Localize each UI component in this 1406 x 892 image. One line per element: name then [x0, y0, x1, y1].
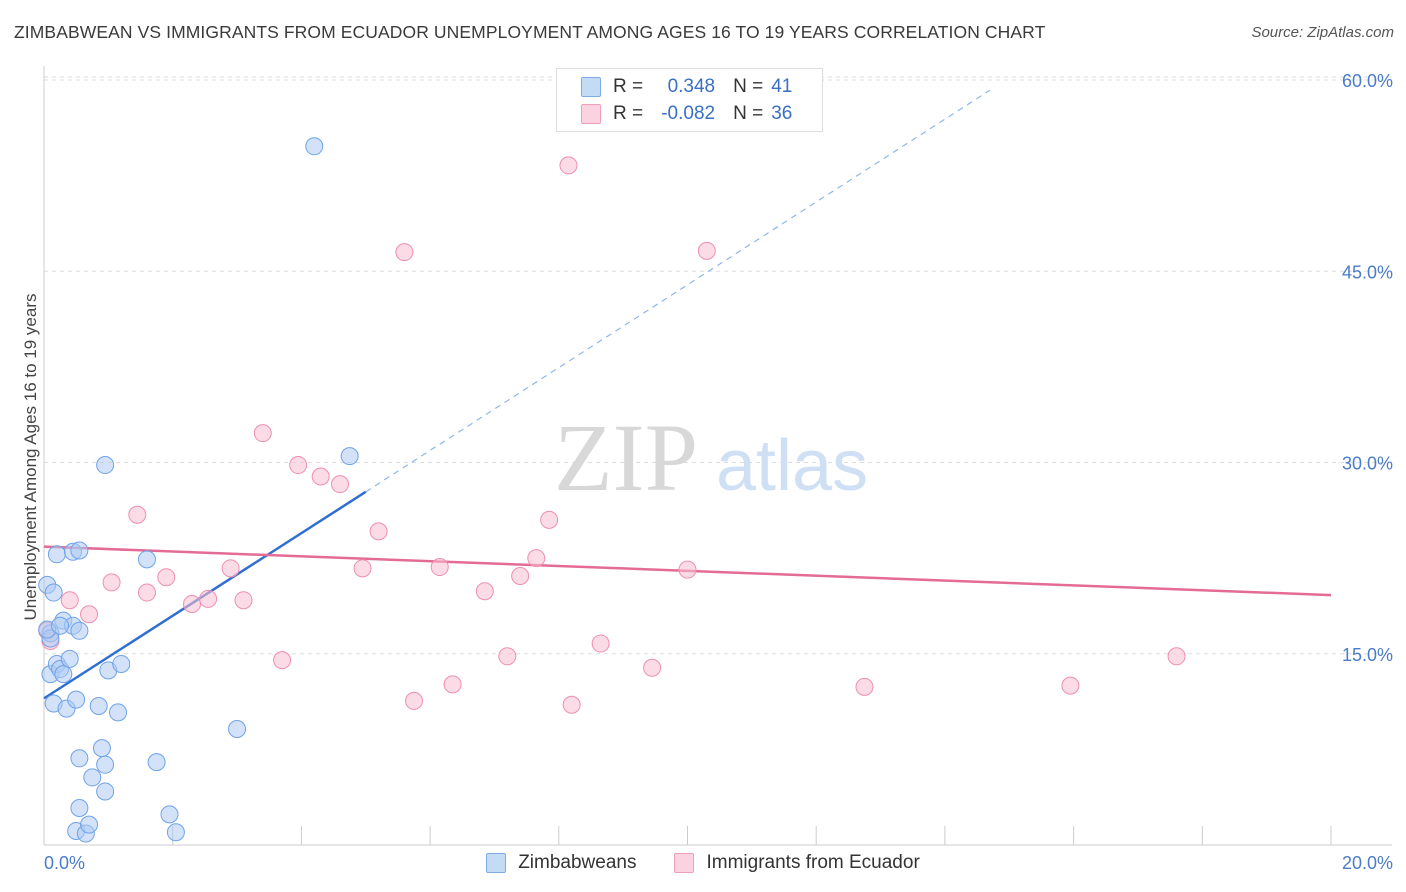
- data-point: [678, 560, 697, 579]
- data-point: [60, 591, 79, 610]
- data-point: [234, 591, 253, 610]
- data-points: [38, 137, 1186, 843]
- data-point: [96, 456, 115, 475]
- legend-swatch-pink: [581, 104, 601, 124]
- data-point: [697, 241, 716, 260]
- legend-row-ecuador: R = -0.082 N = 36: [581, 102, 792, 126]
- tick-labels: 15.0% 30.0% 45.0% 60.0% 0.0% 20.0%: [44, 71, 1393, 873]
- data-point: [199, 589, 218, 608]
- n-label: N =: [733, 103, 764, 124]
- legend-swatch-blue: [581, 77, 601, 97]
- data-point: [221, 559, 240, 578]
- data-point: [430, 558, 449, 577]
- data-point: [311, 467, 330, 486]
- data-point: [443, 675, 462, 694]
- data-point: [160, 805, 179, 824]
- data-point: [353, 559, 372, 578]
- data-point: [47, 545, 66, 564]
- data-point: [1167, 647, 1186, 666]
- data-point: [137, 550, 156, 569]
- data-point: [527, 549, 546, 568]
- watermark-zip: ZIP: [554, 404, 698, 511]
- r-label: R =: [613, 76, 644, 97]
- legend-row-zimbabweans: R = 0.348 N = 41: [581, 75, 792, 99]
- r-value: -0.082: [661, 103, 716, 124]
- data-point: [498, 647, 517, 666]
- data-point: [112, 654, 131, 673]
- y-tick-label: 30.0%: [1342, 454, 1393, 474]
- data-point: [89, 697, 108, 716]
- data-point: [67, 690, 86, 709]
- data-point: [128, 505, 147, 524]
- data-point: [80, 605, 99, 624]
- data-point: [96, 755, 115, 774]
- watermark: ZIP atlas: [554, 404, 868, 511]
- data-point: [137, 583, 156, 602]
- data-point: [340, 447, 359, 466]
- data-point: [559, 156, 578, 175]
- data-point: [83, 768, 102, 787]
- data-point: [273, 651, 292, 670]
- data-point: [643, 658, 662, 677]
- data-point: [253, 424, 272, 443]
- data-point: [109, 703, 128, 722]
- x-tick-label: 20.0%: [1342, 853, 1393, 873]
- legend-label: Immigrants from Ecuador: [706, 852, 920, 873]
- trend-line-zimbabweans-extension: [365, 89, 991, 493]
- data-point: [70, 621, 89, 640]
- data-point: [405, 691, 424, 710]
- n-value: 41: [771, 76, 793, 97]
- data-point: [70, 799, 89, 818]
- data-point: [102, 573, 121, 592]
- data-point: [147, 753, 166, 772]
- data-point: [591, 634, 610, 653]
- data-point: [540, 510, 559, 529]
- data-point: [70, 749, 89, 768]
- data-point: [80, 815, 99, 834]
- watermark-atlas: atlas: [716, 426, 868, 506]
- data-point: [54, 665, 73, 684]
- y-tick-label: 60.0%: [1342, 71, 1393, 91]
- legend-swatch-pink: [674, 853, 695, 873]
- data-point: [96, 782, 115, 801]
- legend-swatch-blue: [486, 853, 507, 873]
- data-point: [44, 583, 63, 602]
- data-point: [183, 595, 202, 614]
- data-point: [228, 719, 247, 738]
- data-point: [157, 568, 176, 587]
- r-value: 0.348: [667, 76, 716, 97]
- y-tick-label: 15.0%: [1342, 645, 1393, 665]
- y-axis-label: Unemployment Among Ages 16 to 19 years: [21, 294, 40, 621]
- legend-item-ecuador: Immigrants from Ecuador: [674, 852, 920, 874]
- data-point: [331, 475, 350, 494]
- data-point: [60, 649, 79, 668]
- series-legend: Zimbabweans Immigrants from Ecuador: [0, 852, 1406, 874]
- legend-item-zimbabweans: Zimbabweans: [486, 852, 636, 874]
- data-point: [369, 522, 388, 541]
- trend-lines: [43, 89, 1332, 700]
- stats-legend: R = 0.348 N = 41 R = -0.082 N = 36: [556, 68, 823, 132]
- data-point: [562, 695, 581, 714]
- data-point: [305, 137, 324, 156]
- data-point: [511, 566, 530, 585]
- data-point: [51, 616, 70, 635]
- source-credit: Source: ZipAtlas.com: [1251, 24, 1394, 41]
- x-tick-label: 0.0%: [44, 853, 85, 873]
- n-value: 36: [771, 103, 793, 124]
- data-point: [395, 243, 414, 262]
- data-point: [855, 677, 874, 696]
- data-point: [166, 823, 185, 842]
- axes: [43, 66, 1392, 846]
- data-point: [475, 582, 494, 601]
- y-tick-label: 45.0%: [1342, 262, 1393, 282]
- data-point: [70, 541, 89, 560]
- chart-title: ZIMBABWEAN VS IMMIGRANTS FROM ECUADOR UN…: [14, 22, 1046, 42]
- data-point: [1061, 676, 1080, 695]
- legend-label: Zimbabweans: [518, 852, 637, 873]
- data-point: [289, 456, 308, 475]
- n-label: N =: [733, 76, 764, 97]
- data-point: [92, 739, 111, 758]
- r-label: R =: [613, 103, 644, 124]
